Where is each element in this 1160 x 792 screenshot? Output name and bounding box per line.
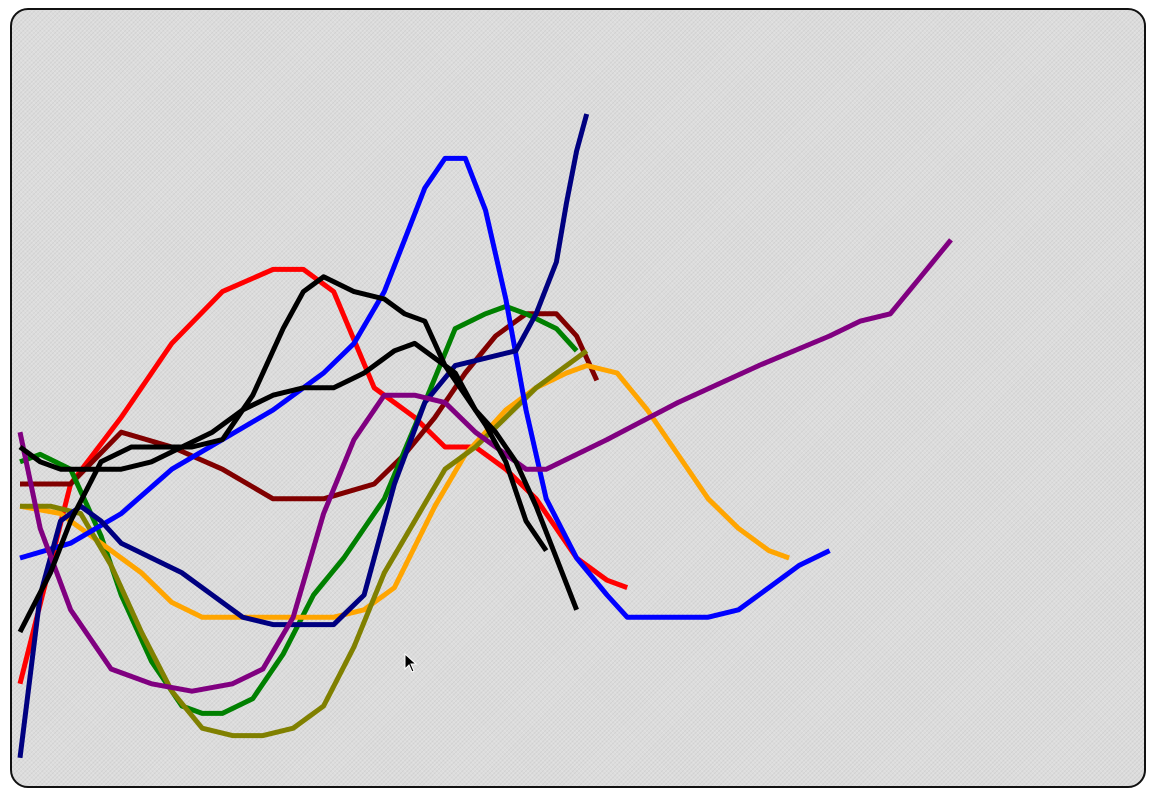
series-line-7 — [17, 113, 590, 759]
series-line-3 — [19, 303, 579, 716]
series-line-4 — [19, 363, 790, 620]
series-line-6 — [19, 155, 831, 620]
series-line-1 — [17, 266, 629, 685]
series-line-2 — [20, 311, 600, 502]
series-line-5 — [20, 348, 589, 739]
line-chart — [17, 113, 953, 759]
mouse-cursor-icon — [404, 653, 418, 673]
chart-panel — [10, 8, 1146, 788]
series-line-10 — [18, 340, 579, 611]
series-line-8 — [17, 238, 953, 694]
